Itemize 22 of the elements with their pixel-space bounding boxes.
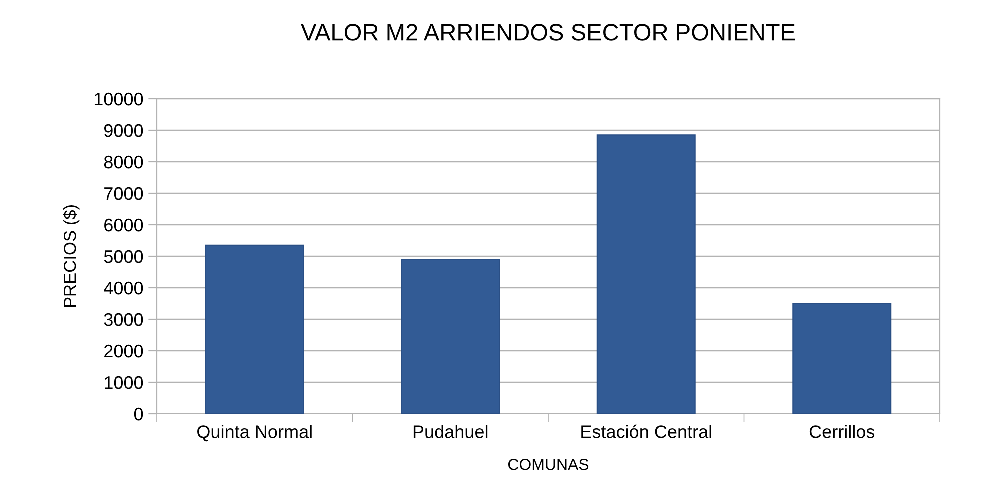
y-tick-label: 6000 — [104, 218, 144, 232]
x-tick-label: Quinta Normal — [198, 425, 312, 442]
y-tick-label: 4000 — [104, 282, 144, 295]
chart-title: VALOR M2 ARRIENDOS SECTOR PONIENTE — [301, 24, 796, 41]
bar — [401, 259, 500, 414]
y-tick-label: 8000 — [104, 156, 144, 169]
x-tick-label: Estación Central — [582, 424, 712, 438]
y-tick-label: 2000 — [104, 344, 144, 358]
y-tick-label: 3000 — [104, 313, 144, 326]
x-tick-label: Pudahuel — [414, 425, 488, 438]
y-tick-label: 9000 — [104, 124, 144, 138]
bar — [596, 134, 696, 414]
y-tick-label: 7000 — [104, 187, 144, 200]
x-tick-label: Cerrillos — [810, 425, 875, 438]
y-axis-title: PRECIOS ($) — [63, 205, 80, 308]
y-tick-label: 10000 — [94, 92, 144, 106]
y-tick-label: 0 — [134, 408, 144, 421]
y-tick-label: 5000 — [104, 250, 144, 264]
y-tick-label: 1000 — [105, 376, 144, 390]
bar — [205, 244, 304, 414]
bar — [792, 303, 892, 414]
x-axis-title: COMUNAS — [508, 459, 589, 470]
